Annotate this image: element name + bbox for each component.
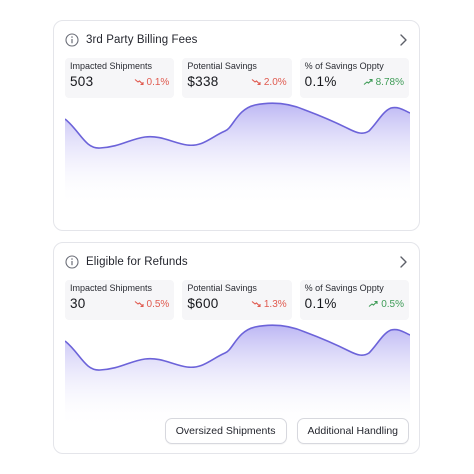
metric-label: Potential Savings	[187, 61, 257, 71]
info-icon[interactable]	[65, 255, 79, 269]
card-title: 3rd Party Billing Fees	[86, 34, 198, 46]
chart-line	[65, 102, 410, 149]
chart-area-fill	[65, 325, 410, 428]
card-header: Eligible for Refunds	[65, 252, 409, 272]
trend-up-icon	[368, 300, 378, 308]
metric-change: 2.0%	[251, 77, 287, 88]
chevron-right-icon[interactable]	[397, 33, 409, 47]
oversized-shipments-button[interactable]: Oversized Shipments	[164, 418, 287, 444]
metric-change-value: 1.3%	[263, 298, 287, 310]
metric-change-value: 2.0%	[263, 76, 287, 88]
metric-change: 8.78%	[363, 77, 404, 88]
metric-impacted-shipments: Impacted Shipments 503 0.1%	[65, 58, 175, 98]
trend-down-icon	[251, 300, 261, 308]
trend-area-chart	[65, 102, 410, 206]
trend-down-icon	[251, 78, 261, 86]
metric-label: % of Savings Oppty	[304, 283, 384, 293]
metric-change: 0.1%	[134, 76, 170, 88]
metric-change-value: 0.5%	[381, 298, 404, 310]
metric-change: 0.5%	[134, 298, 170, 310]
metric-change: 1.3%	[251, 299, 287, 310]
eligible-refunds-card: Eligible for Refunds Impacted Shipments …	[53, 242, 420, 454]
trend-up-icon	[363, 78, 373, 86]
chevron-right-icon[interactable]	[397, 255, 409, 269]
metric-label: Impacted Shipments	[70, 61, 153, 71]
additional-handling-button[interactable]: Additional Handling	[296, 418, 409, 444]
metric-potential-savings: Potential Savings $338 2.0%	[182, 58, 292, 98]
metric-impacted-shipments: Impacted Shipments 30 0.5%	[65, 280, 175, 320]
metric-value: $600	[187, 296, 219, 311]
metric-label: Potential Savings	[187, 283, 257, 293]
metric-value: 0.1%	[304, 296, 337, 311]
chart-area-fill	[65, 103, 410, 206]
metric-value: 0.1%	[304, 74, 337, 89]
trend-down-icon	[134, 78, 144, 86]
metric-savings-oppty: % of Savings Oppty 0.1% 0.5%	[299, 280, 409, 320]
metric-label: % of Savings Oppty	[304, 61, 384, 71]
metric-change-value: 0.5%	[146, 298, 170, 310]
metric-change-value: 8.78%	[375, 76, 404, 88]
trend-area-chart	[65, 324, 410, 428]
metric-potential-savings: Potential Savings $600 1.3%	[182, 280, 292, 320]
card-header: 3rd Party Billing Fees	[65, 30, 409, 50]
billing-fees-card: 3rd Party Billing Fees Impacted Shipment…	[53, 20, 420, 231]
filter-buttons: Oversized Shipments Additional Handling	[164, 418, 409, 444]
card-title: Eligible for Refunds	[86, 256, 188, 268]
metrics-row: Impacted Shipments 30 0.5% Potential Sav…	[65, 280, 409, 320]
metric-savings-oppty: % of Savings Oppty 0.1% 8.78%	[299, 58, 409, 98]
metric-value: 30	[70, 296, 86, 311]
info-icon[interactable]	[65, 33, 79, 47]
metric-value: $338	[187, 74, 219, 89]
metric-label: Impacted Shipments	[70, 283, 153, 293]
metric-value: 503	[70, 74, 94, 89]
metric-change-value: 0.1%	[146, 76, 170, 88]
metrics-row: Impacted Shipments 503 0.1% Potential Sa…	[65, 58, 409, 98]
chart-line	[65, 324, 410, 371]
metric-change: 0.5%	[368, 299, 404, 310]
trend-down-icon	[134, 300, 144, 308]
